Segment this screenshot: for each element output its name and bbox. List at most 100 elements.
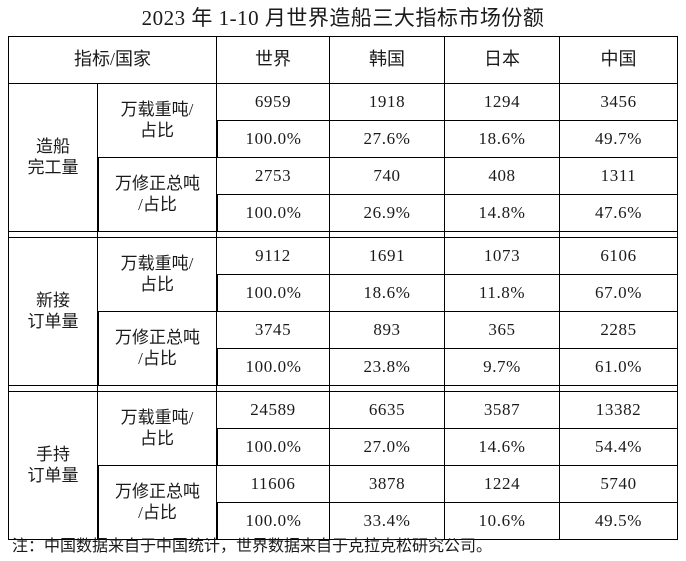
metric-label-line2: 占比: [140, 428, 174, 448]
data-cell-china: 3456: [560, 84, 679, 121]
data-cell-japan: 365: [445, 312, 561, 349]
block-separator-cell: [330, 386, 446, 392]
table-footnote: 注：中国数据来自于中国统计，世界数据来自于克拉克松研究公司。: [12, 538, 493, 555]
table-row: 100.0% 33.4% 10.6% 49.5%: [8, 503, 679, 540]
block-separator-cell: [445, 386, 561, 392]
data-cell-world: 100.0%: [217, 429, 331, 466]
data-cell-korea: 33.4%: [330, 503, 446, 540]
data-cell-world: 100.0%: [217, 275, 331, 312]
data-cell-korea: 740: [330, 158, 446, 195]
data-cell-korea: 6635: [330, 392, 446, 429]
group-label-line1: 造船: [36, 137, 70, 157]
table-body: 指标/国家 世界 韩国 日本 中国 造船 完工量 万载重吨/ 占比: [8, 36, 679, 540]
data-cell-world: 11606: [217, 466, 331, 503]
block-separator-cell: [217, 386, 331, 392]
table-row: 100.0% 26.9% 14.8% 47.6%: [8, 195, 679, 232]
metric-label-line2: /占比: [138, 348, 177, 368]
metric-label-cell: 万载重吨/ 占比: [98, 84, 218, 158]
metric-label-line2: /占比: [138, 194, 177, 214]
header-cell-china: 中国: [560, 36, 679, 84]
data-cell-japan: 1224: [445, 466, 561, 503]
block-separator-cell: [560, 232, 679, 238]
data-cell-world: 100.0%: [217, 503, 331, 540]
data-cell-china: 67.0%: [560, 275, 679, 312]
data-cell-world: 100.0%: [217, 195, 331, 232]
data-cell-korea: 26.9%: [330, 195, 446, 232]
metric-label-line1: 万修正总吨: [115, 174, 200, 194]
group-label-line2: 完工量: [27, 157, 79, 177]
block-separator: [8, 232, 679, 238]
data-cell-korea: 18.6%: [330, 275, 446, 312]
data-cell-japan: 3587: [445, 392, 561, 429]
table-row: 造船 完工量 万载重吨/ 占比 6959 1918 1294 3456: [8, 84, 679, 232]
table-row: 100.0% 27.6% 18.6% 49.7%: [8, 121, 679, 158]
data-cell-china: 2285: [560, 312, 679, 349]
data-cell-world: 3745: [217, 312, 331, 349]
data-cell-korea: 3878: [330, 466, 446, 503]
data-cell-japan: 1294: [445, 84, 561, 121]
data-cell-china: 61.0%: [560, 349, 679, 386]
data-cell-china: 54.4%: [560, 429, 679, 466]
data-cell-korea: 893: [330, 312, 446, 349]
block-separator-cell: [8, 386, 98, 392]
block-separator: [8, 386, 679, 392]
block-separator-cell: [8, 232, 98, 238]
data-cell-japan: 11.8%: [445, 275, 561, 312]
table-row: 100.0% 27.0% 14.6% 54.4%: [8, 429, 679, 466]
group-label-line2: 订单量: [27, 465, 79, 485]
data-cell-japan: 408: [445, 158, 561, 195]
data-cell-china: 5740: [560, 466, 679, 503]
block-separator-cell: [98, 232, 218, 238]
metric-label-line2: 占比: [140, 120, 174, 140]
table-row: 新接 订单量 万载重吨/ 占比 9112 1691 1073 6106: [8, 238, 679, 386]
metric-label-cell: 万修正总吨 /占比: [98, 158, 218, 232]
data-cell-japan: 9.7%: [445, 349, 561, 386]
group-label-line2: 订单量: [27, 311, 79, 331]
group-label-cell: 造船 完工量: [8, 84, 98, 232]
shipbuilding-indicators-table: 指标/国家 世界 韩国 日本 中国 造船 完工量 万载重吨/ 占比: [8, 36, 679, 540]
data-cell-korea: 27.0%: [330, 429, 446, 466]
metric-label-line1: 万载重吨/: [120, 408, 194, 428]
table-row: 万修正总吨 /占比 11606 3878 1224 5740: [8, 466, 679, 540]
data-cell-japan: 10.6%: [445, 503, 561, 540]
data-cell-china: 1311: [560, 158, 679, 195]
group-label-line1: 手持: [36, 445, 70, 465]
page-title: 2023 年 1-10 月世界造船三大指标市场份额: [141, 6, 545, 30]
metric-label-line1: 万载重吨/: [120, 254, 194, 274]
data-cell-china: 47.6%: [560, 195, 679, 232]
data-cell-china: 49.7%: [560, 121, 679, 158]
shipbuilding-indicators-table-wrapper: 指标/国家 世界 韩国 日本 中国 造船 完工量 万载重吨/ 占比: [8, 36, 679, 540]
data-cell-world: 100.0%: [217, 349, 331, 386]
header-cell-korea: 韩国: [330, 36, 446, 84]
data-cell-korea: 1691: [330, 238, 446, 275]
metric-label-cell: 万修正总吨 /占比: [98, 312, 218, 386]
group-label-cell: 手持 订单量: [8, 392, 98, 540]
data-cell-japan: 18.6%: [445, 121, 561, 158]
data-cell-china: 49.5%: [560, 503, 679, 540]
group-label-cell: 新接 订单量: [8, 238, 98, 386]
metric-label-line2: 占比: [140, 274, 174, 294]
header-cell-japan: 日本: [445, 36, 561, 84]
metric-label-line1: 万载重吨/: [120, 100, 194, 120]
table-row: 万修正总吨 /占比 2753 740 408 1311: [8, 158, 679, 232]
block-separator-cell: [445, 232, 561, 238]
table-header-row: 指标/国家 世界 韩国 日本 中国: [8, 36, 679, 84]
block-separator-cell: [560, 386, 679, 392]
table-row: 万修正总吨 /占比 3745 893 365 2285: [8, 312, 679, 386]
data-cell-world: 100.0%: [217, 121, 331, 158]
data-cell-china: 6106: [560, 238, 679, 275]
header-cell-index-country: 指标/国家: [8, 36, 218, 84]
block-separator-cell: [330, 232, 446, 238]
metric-label-line1: 万修正总吨: [115, 482, 200, 502]
data-cell-world: 9112: [217, 238, 331, 275]
data-cell-korea: 23.8%: [330, 349, 446, 386]
table-row: 手持 订单量 万载重吨/ 占比 24589 6635 3587 13382: [8, 392, 679, 540]
group-label-line1: 新接: [36, 291, 70, 311]
metric-label-line2: /占比: [138, 502, 177, 522]
table-row: 100.0% 18.6% 11.8% 67.0%: [8, 275, 679, 312]
data-cell-world: 2753: [217, 158, 331, 195]
header-cell-world: 世界: [217, 36, 331, 84]
metric-label-cell: 万载重吨/ 占比: [98, 238, 218, 312]
metric-label-cell: 万载重吨/ 占比: [98, 392, 218, 466]
data-cell-japan: 14.8%: [445, 195, 561, 232]
